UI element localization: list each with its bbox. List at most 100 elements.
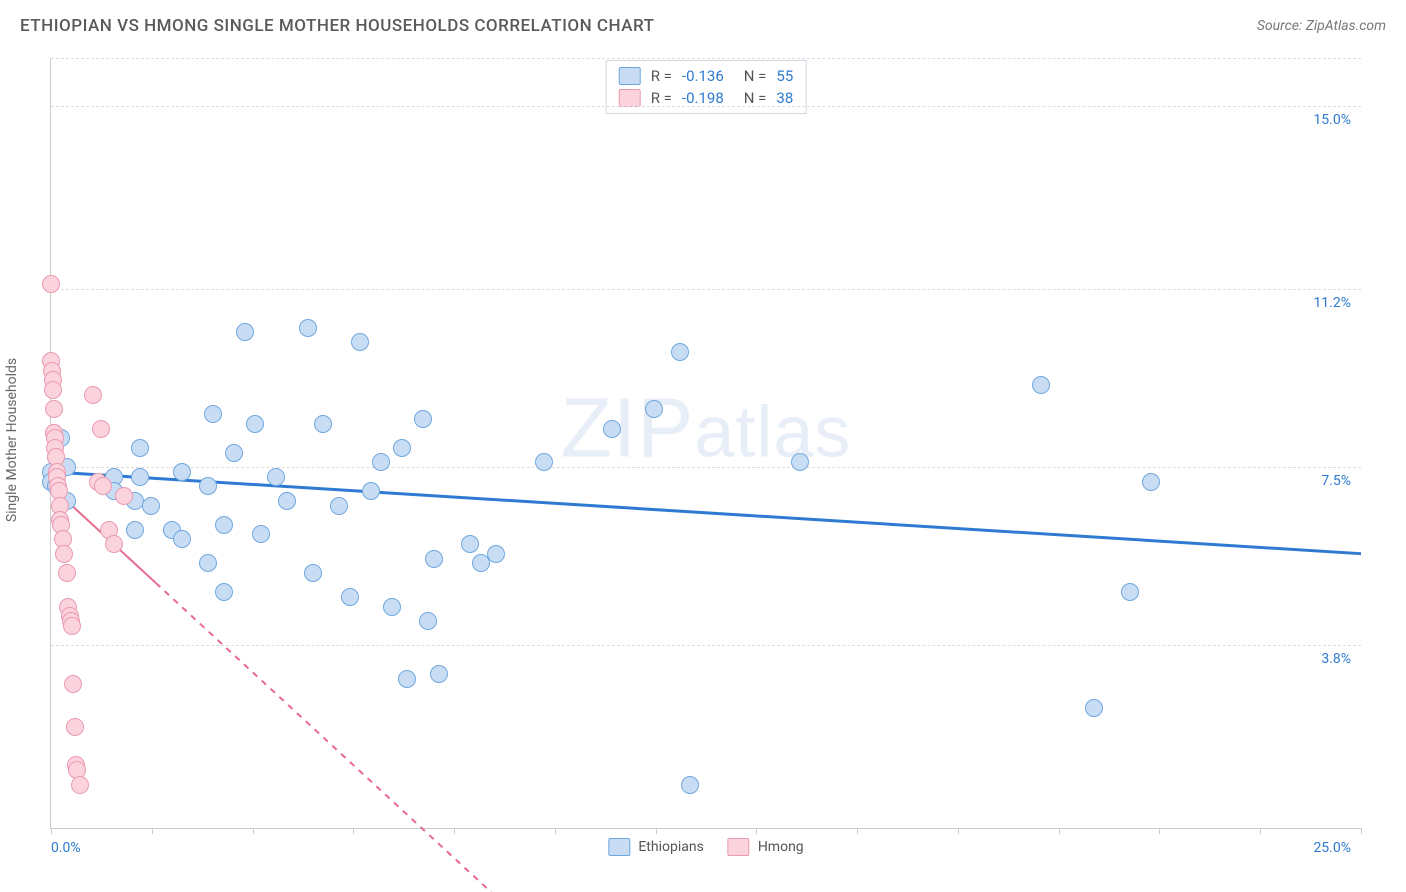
data-point <box>225 444 243 462</box>
data-point <box>131 468 149 486</box>
data-point <box>393 439 411 457</box>
data-point <box>1032 376 1050 394</box>
data-point <box>92 420 110 438</box>
data-point <box>71 776 89 794</box>
data-point <box>330 497 348 515</box>
chart-plot-area: ZIPatlas R = -0.136N = 55R = -0.198N = 3… <box>50 58 1361 829</box>
data-point <box>487 545 505 563</box>
data-point <box>362 482 380 500</box>
data-point <box>1121 583 1139 601</box>
y-tick-label: 3.8% <box>1321 651 1351 667</box>
data-point <box>351 333 369 351</box>
data-point <box>1142 473 1160 491</box>
swatch <box>608 838 630 856</box>
data-point <box>430 665 448 683</box>
x-tick-mark <box>756 828 757 834</box>
data-point <box>671 343 689 361</box>
x-tick-mark <box>51 828 52 834</box>
data-point <box>304 564 322 582</box>
data-point <box>267 468 285 486</box>
legend: Ethiopians Hmong <box>608 838 803 856</box>
data-point <box>42 275 60 293</box>
data-point <box>131 439 149 457</box>
data-point <box>791 453 809 471</box>
x-tick-mark <box>857 828 858 834</box>
data-point <box>372 453 390 471</box>
data-point <box>45 400 63 418</box>
x-tick-mark <box>253 828 254 834</box>
stat-n-value: 55 <box>776 67 793 85</box>
legend-item: Ethiopians <box>608 838 703 856</box>
legend-label: Ethiopians <box>638 839 703 855</box>
data-point <box>215 516 233 534</box>
data-point <box>142 497 160 515</box>
x-axis-max-label: 25.0% <box>1313 840 1351 856</box>
data-point <box>173 530 191 548</box>
x-tick-mark <box>454 828 455 834</box>
x-tick-mark <box>353 828 354 834</box>
data-point <box>681 776 699 794</box>
data-point <box>645 400 663 418</box>
x-tick-mark <box>555 828 556 834</box>
gridline <box>51 106 1361 107</box>
y-tick-label: 7.5% <box>1321 473 1351 489</box>
data-point <box>64 675 82 693</box>
y-tick-label: 15.0% <box>1313 112 1351 128</box>
data-point <box>341 588 359 606</box>
y-axis-label: Single Mother Households <box>4 358 20 522</box>
data-point <box>55 545 73 563</box>
legend-item: Hmong <box>728 838 804 856</box>
swatch <box>619 89 641 107</box>
data-point <box>115 487 133 505</box>
swatch <box>728 838 750 856</box>
data-point <box>215 583 233 601</box>
x-axis-min-label: 0.0% <box>51 840 81 856</box>
data-point <box>472 554 490 572</box>
data-point <box>204 405 222 423</box>
data-point <box>398 670 416 688</box>
stat-r-value: -0.198 <box>682 89 724 107</box>
data-point <box>105 535 123 553</box>
stat-row: R = -0.136 N = 55 <box>619 65 794 87</box>
data-point <box>63 617 81 635</box>
swatch <box>619 67 641 85</box>
data-point <box>199 477 217 495</box>
x-tick-mark <box>1059 828 1060 834</box>
data-point <box>461 535 479 553</box>
data-point <box>278 492 296 510</box>
data-point <box>94 477 112 495</box>
stat-r-value: -0.136 <box>682 67 724 85</box>
source-label: Source: ZipAtlas.com <box>1257 18 1386 34</box>
data-point <box>252 525 270 543</box>
data-point <box>126 521 144 539</box>
data-point <box>84 386 102 404</box>
data-point <box>603 420 621 438</box>
stat-r-label: R = <box>651 89 672 107</box>
data-point <box>246 415 264 433</box>
x-tick-mark <box>1361 828 1362 834</box>
data-point <box>425 550 443 568</box>
data-point <box>58 564 76 582</box>
stat-n-value: 38 <box>776 89 793 107</box>
data-point <box>414 410 432 428</box>
data-point <box>199 554 217 572</box>
gridline <box>51 645 1361 646</box>
x-tick-mark <box>1260 828 1261 834</box>
data-point <box>419 612 437 630</box>
stat-r-label: R = <box>651 67 672 85</box>
x-tick-mark <box>152 828 153 834</box>
stat-n-label: N = <box>744 67 767 85</box>
x-tick-mark <box>1159 828 1160 834</box>
data-point <box>299 319 317 337</box>
data-point <box>236 323 254 341</box>
stat-n-label: N = <box>744 89 767 107</box>
data-point <box>44 381 62 399</box>
data-point <box>173 463 191 481</box>
chart-title: ETHIOPIAN VS HMONG SINGLE MOTHER HOUSEHO… <box>20 16 654 36</box>
trend-lines <box>51 58 1361 828</box>
data-point <box>66 718 84 736</box>
data-point <box>314 415 332 433</box>
data-point <box>1085 699 1103 717</box>
data-point <box>535 453 553 471</box>
y-tick-label: 11.2% <box>1313 295 1351 311</box>
